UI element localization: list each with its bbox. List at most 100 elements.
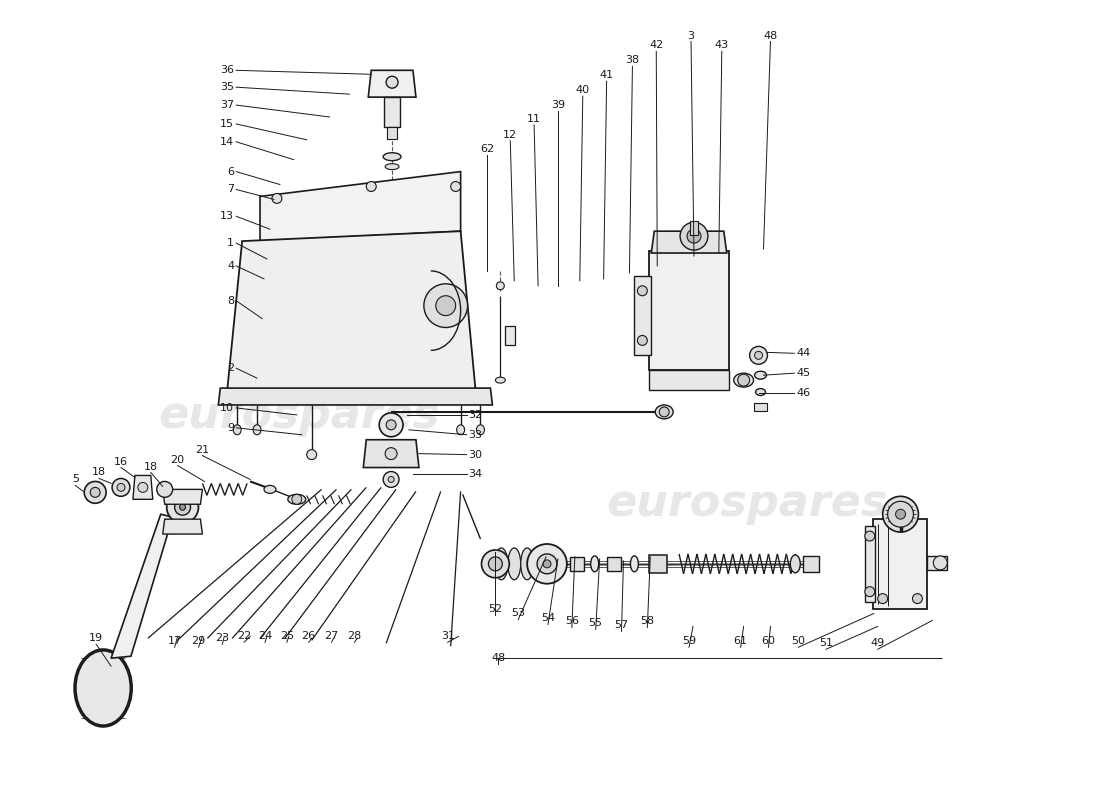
- Polygon shape: [228, 231, 475, 390]
- Text: 53: 53: [512, 609, 525, 618]
- Ellipse shape: [288, 494, 306, 504]
- Text: 60: 60: [761, 636, 776, 646]
- Circle shape: [366, 182, 376, 191]
- Ellipse shape: [734, 373, 754, 387]
- Circle shape: [488, 557, 503, 571]
- Text: 21: 21: [196, 445, 209, 454]
- Text: 22: 22: [236, 631, 251, 642]
- Circle shape: [865, 586, 874, 597]
- Text: 29: 29: [191, 636, 206, 646]
- Text: 55: 55: [588, 618, 603, 629]
- Text: 51: 51: [820, 638, 833, 648]
- Bar: [754, 403, 768, 411]
- Text: 39: 39: [551, 100, 565, 110]
- Text: 44: 44: [796, 348, 811, 358]
- Text: 4: 4: [227, 261, 234, 271]
- Ellipse shape: [233, 425, 241, 434]
- Text: 33: 33: [469, 430, 483, 440]
- Polygon shape: [133, 475, 153, 499]
- Text: 17: 17: [167, 636, 182, 646]
- Text: 5: 5: [72, 474, 79, 485]
- Text: 8: 8: [227, 296, 234, 306]
- Circle shape: [292, 494, 301, 504]
- Ellipse shape: [790, 555, 801, 573]
- Text: 19: 19: [89, 634, 103, 643]
- Circle shape: [680, 222, 708, 250]
- Text: 10: 10: [220, 403, 234, 413]
- Polygon shape: [865, 526, 874, 602]
- Text: 23: 23: [216, 634, 230, 643]
- Text: 20: 20: [170, 454, 185, 465]
- Bar: [927, 556, 947, 570]
- Text: 24: 24: [257, 631, 272, 642]
- Circle shape: [386, 420, 396, 430]
- Text: 7: 7: [227, 185, 234, 194]
- Text: 32: 32: [469, 410, 483, 420]
- Circle shape: [85, 482, 106, 503]
- Bar: [649, 370, 728, 390]
- Circle shape: [482, 550, 509, 578]
- Ellipse shape: [495, 377, 505, 383]
- Circle shape: [755, 351, 762, 359]
- Text: 58: 58: [640, 617, 654, 626]
- Polygon shape: [218, 388, 493, 405]
- Text: 34: 34: [469, 470, 483, 479]
- Circle shape: [637, 286, 647, 296]
- Text: 49: 49: [870, 638, 884, 648]
- Text: 43: 43: [715, 41, 729, 50]
- Text: 45: 45: [796, 368, 811, 378]
- Circle shape: [895, 510, 905, 519]
- Circle shape: [749, 346, 768, 364]
- Text: 30: 30: [469, 450, 483, 460]
- Text: 1: 1: [228, 238, 234, 248]
- Polygon shape: [260, 171, 461, 241]
- Text: 25: 25: [279, 631, 294, 642]
- Polygon shape: [363, 440, 419, 467]
- Bar: [570, 557, 584, 571]
- Text: eurospares: eurospares: [158, 394, 439, 438]
- Circle shape: [307, 450, 317, 459]
- Bar: [649, 555, 668, 573]
- Ellipse shape: [630, 556, 638, 572]
- Circle shape: [112, 478, 130, 496]
- Bar: [690, 222, 698, 235]
- Polygon shape: [163, 519, 202, 534]
- Text: 36: 36: [220, 66, 234, 75]
- Text: 18: 18: [92, 467, 107, 478]
- Bar: [387, 127, 397, 139]
- Circle shape: [138, 482, 147, 492]
- Text: 9: 9: [227, 423, 234, 433]
- Text: 12: 12: [503, 130, 517, 140]
- Ellipse shape: [755, 371, 767, 379]
- Circle shape: [167, 491, 198, 523]
- Ellipse shape: [534, 548, 547, 580]
- Circle shape: [424, 284, 468, 327]
- Circle shape: [157, 482, 173, 498]
- Text: eurospares: eurospares: [606, 482, 888, 525]
- Circle shape: [90, 487, 100, 498]
- Text: 48: 48: [492, 653, 506, 663]
- Ellipse shape: [508, 548, 520, 580]
- Bar: [803, 556, 820, 572]
- Circle shape: [451, 182, 461, 191]
- Circle shape: [436, 296, 455, 315]
- Circle shape: [659, 407, 669, 417]
- Ellipse shape: [756, 389, 766, 395]
- Text: 26: 26: [301, 631, 316, 642]
- Circle shape: [527, 544, 566, 584]
- Text: 38: 38: [626, 55, 639, 66]
- Text: 48: 48: [763, 30, 778, 41]
- Text: 3: 3: [688, 30, 694, 41]
- Ellipse shape: [496, 282, 504, 290]
- Ellipse shape: [476, 425, 484, 434]
- Text: 52: 52: [488, 603, 503, 614]
- Text: 13: 13: [220, 211, 234, 222]
- Circle shape: [386, 76, 398, 88]
- Circle shape: [878, 594, 888, 603]
- Ellipse shape: [520, 548, 534, 580]
- Circle shape: [738, 374, 749, 386]
- Polygon shape: [651, 231, 727, 253]
- Text: 2: 2: [227, 363, 234, 374]
- Polygon shape: [649, 251, 728, 370]
- Text: 18: 18: [144, 462, 158, 471]
